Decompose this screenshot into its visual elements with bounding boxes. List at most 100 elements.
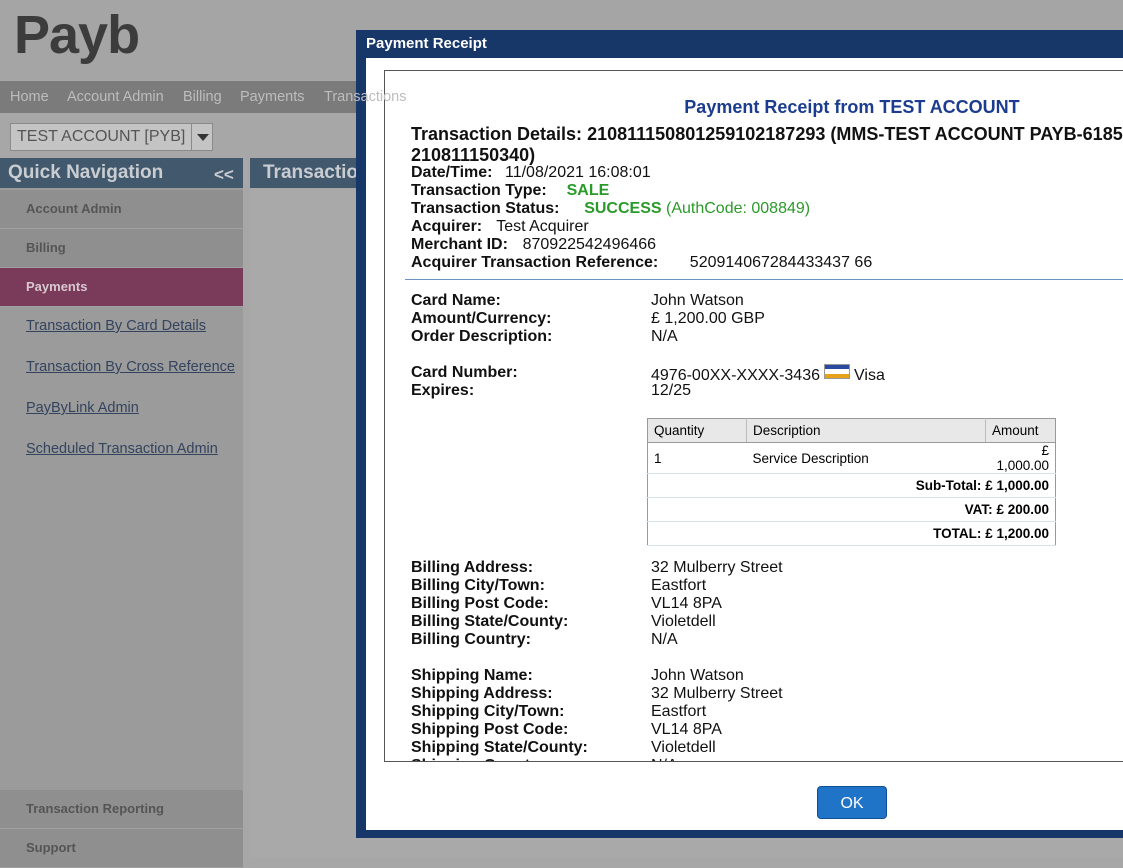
billing-label: Billing Country: [411, 631, 531, 648]
shipping-label: Shipping City/Town: [411, 703, 565, 720]
card-number-label: Card Number: [411, 364, 518, 381]
shipping-value: Eastfort [651, 703, 706, 721]
billing-value-text: Eastfort [651, 577, 707, 594]
modal-title: Payment Receipt [366, 35, 487, 52]
transaction-details-label: Transaction Details: [411, 124, 583, 144]
sidebar-section[interactable]: Payments [0, 268, 243, 307]
shipping-value-text: John Watson [651, 667, 744, 684]
table-row: 1 Service Description £ 1,000.00 [647, 442, 1056, 474]
transaction-details: Transaction Details: 2108111508012591021… [411, 125, 1123, 143]
sidebar-section[interactable]: Transaction Reporting [0, 790, 243, 829]
detail-value-text: 870922542496466 [522, 236, 657, 253]
sidebar-section[interactable]: Billing [0, 229, 243, 268]
ok-button[interactable]: OK [817, 786, 887, 819]
select-arrow[interactable] [191, 124, 214, 150]
card-value-text: John Watson [651, 292, 744, 309]
sidebar-link[interactable]: PayByLink Admin [26, 400, 139, 416]
content-title: Transactions [263, 162, 381, 183]
sidebar-section[interactable]: Support [0, 829, 243, 868]
account-select-value: TEST ACCOUNT [PYB] [17, 128, 186, 145]
detail-label: Date/Time: [411, 164, 493, 181]
expires-value: 12/25 [651, 382, 691, 400]
detail-value-text: SUCCESS [584, 200, 662, 217]
receipt-frame: Payment Receipt from TEST ACCOUNT Transa… [384, 70, 1123, 762]
shipping-label: Shipping Post Code: [411, 721, 569, 738]
card-value: £ 1,200.00 GBP [651, 310, 765, 328]
detail-value: SUCCESS (AuthCode: 008849) [584, 200, 810, 218]
sidebar-title: Quick Navigation [8, 162, 164, 183]
detail-value-text: Test Acquirer [496, 218, 589, 235]
billing-value-text: VL14 8PA [651, 595, 722, 612]
shipping-value: N/A [651, 757, 678, 761]
expires-value-text: 12/25 [651, 382, 692, 399]
collapse-button[interactable]: << [214, 165, 234, 184]
billing-label: Billing State/County: [411, 613, 569, 630]
billing-label: Billing Post Code: [411, 595, 549, 612]
card-value: N/A [651, 328, 678, 346]
sidebar-link[interactable]: Scheduled Transaction Admin [26, 441, 218, 457]
shipping-value: John Watson [651, 667, 744, 685]
table-header: Quantity [647, 418, 747, 443]
sidebar-section-label: Payments [26, 279, 88, 294]
billing-value-text: N/A [651, 631, 678, 648]
card-number-value-text: 4976-00XX-XXXX-3436 [651, 367, 820, 384]
billing-label: Billing Address: [411, 559, 534, 576]
total-value: £ 200.00 [996, 502, 1049, 517]
sidebar-section-label: Support [26, 840, 76, 855]
nav-item[interactable]: Transactions [324, 89, 407, 105]
transaction-details-value-cont: 210811150340) [411, 145, 536, 165]
billing-value: 32 Mulberry Street [651, 559, 783, 577]
sidebar-section-label: Transaction Reporting [26, 801, 164, 816]
shipping-value: VL14 8PA [651, 721, 722, 739]
table-header: Amount [985, 418, 1056, 443]
account-select[interactable]: TEST ACCOUNT [PYB] [10, 123, 213, 151]
card-label: Card Name: [411, 292, 501, 309]
sidebar-link[interactable]: Transaction By Card Details [26, 318, 206, 334]
detail-value: Test Acquirer [496, 218, 588, 236]
detail-value-text: SALE [566, 182, 610, 199]
shipping-value-text: Violetdell [651, 739, 716, 756]
nav-item[interactable]: Account Admin [67, 89, 164, 105]
sidebar-header: Quick Navigation << [0, 158, 243, 188]
table-total: TOTAL: £ 1,200.00 [647, 521, 1056, 546]
shipping-value-text: Eastfort [651, 703, 707, 720]
table-total: VAT: £ 200.00 [647, 497, 1056, 522]
nav-item[interactable]: Payments [240, 89, 305, 105]
table-total: Sub-Total: £ 1,000.00 [647, 473, 1056, 498]
arrow-icon [197, 134, 209, 141]
nav-item[interactable]: Billing [183, 89, 222, 105]
detail-value: 11/08/2021 16:08:01 [505, 164, 651, 182]
billing-value: N/A [651, 631, 678, 649]
sidebar-section-label: Billing [26, 240, 66, 255]
billing-value-text: Violetdell [651, 613, 716, 630]
divider [405, 279, 1123, 280]
card-label: Order Description: [411, 328, 553, 345]
total-label: Sub-Total: [915, 478, 982, 493]
shipping-value: Violetdell [651, 739, 716, 757]
expires-label: Expires: [411, 382, 475, 399]
detail-label: Acquirer Transaction Reference: [411, 254, 659, 271]
detail-value: SALE [567, 182, 610, 200]
detail-label: Merchant ID: [411, 236, 508, 253]
detail-value-text: 520914067284433437 66 [689, 254, 873, 271]
transaction-details-value: 210811150801259102187293 (MMS-TEST ACCOU… [587, 124, 1123, 144]
shipping-value: 32 Mulberry Street [651, 685, 783, 703]
total-label: TOTAL: [933, 526, 982, 541]
sidebar-section-label: Account Admin [26, 201, 122, 216]
logo: Payb [14, 5, 140, 65]
nav-item[interactable]: Home [10, 89, 49, 105]
table-total-row: Sub-Total: £ 1,000.00 [647, 473, 1056, 498]
shipping-label: Shipping State/County: [411, 739, 588, 756]
shipping-value-text: 32 Mulberry Street [651, 685, 783, 702]
billing-value: VL14 8PA [651, 595, 722, 613]
card-brand: Visa [854, 367, 885, 384]
items-table: Quantity Description Amount 1 Service Descri… [647, 418, 1056, 546]
shipping-label: Shipping Country: [411, 757, 551, 761]
detail-label: Acquirer: [411, 218, 483, 235]
sidebar-link[interactable]: Transaction By Cross Reference [26, 359, 235, 375]
card-value-text: N/A [651, 328, 678, 345]
card-label: Amount/Currency: [411, 310, 552, 327]
table-cell: Service Description [746, 442, 986, 474]
detail-label: Transaction Status: [411, 200, 560, 217]
sidebar-section[interactable]: Account Admin [0, 190, 243, 229]
